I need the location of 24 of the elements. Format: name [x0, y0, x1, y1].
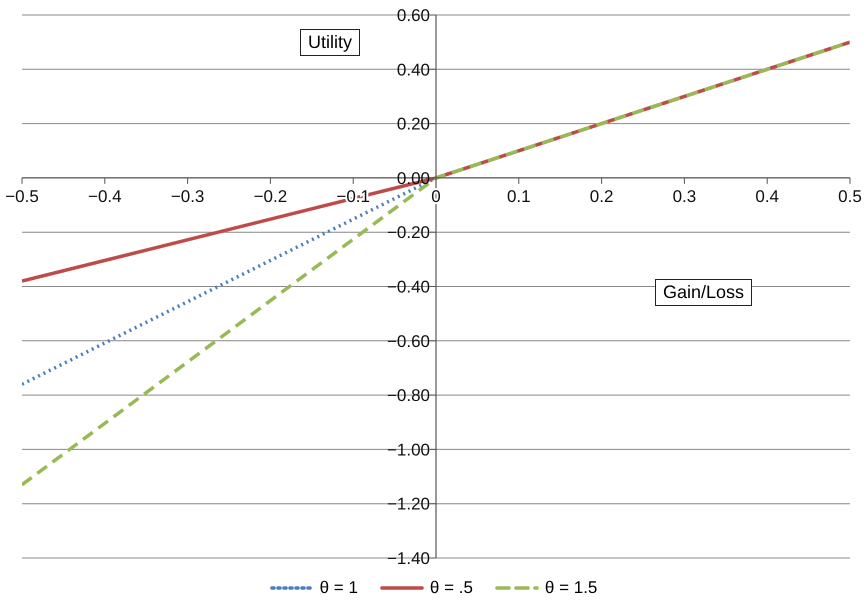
y-tick-label: −1.20 — [386, 494, 430, 514]
y-axis-title: Utility — [300, 29, 360, 56]
x-tick-label: 0.4 — [755, 186, 780, 206]
y-tick-label: −0.40 — [386, 278, 430, 296]
y-tick-label: −1.40 — [386, 549, 430, 568]
y-tick-label: 0.60 — [396, 6, 430, 25]
y-tick-label: 0.20 — [396, 114, 430, 134]
y-tick-label: −0.80 — [386, 386, 430, 406]
x-tick-label: −0.2 — [254, 186, 288, 206]
x-tick-label: −0.3 — [170, 186, 204, 206]
x-tick-label: 0.1 — [506, 186, 531, 206]
y-tick-label: −1.00 — [386, 440, 430, 460]
x-tick-label: 0.3 — [672, 186, 696, 206]
x-tick-label: 0.2 — [590, 186, 614, 206]
x-tick-label: −0.5 — [5, 186, 39, 206]
legend-label: θ = 1 — [320, 578, 358, 598]
x-tick-label: −0.4 — [88, 186, 122, 206]
legend-label: θ = 1.5 — [544, 578, 598, 598]
y-tick-label: 0.40 — [396, 60, 430, 80]
y-tick-label: −0.20 — [386, 223, 430, 242]
legend-label: θ = .5 — [430, 578, 473, 598]
y-tick-label: −0.60 — [386, 332, 430, 351]
x-tick-label: 0.5 — [838, 186, 862, 206]
x-axis-title: Gain/Loss — [655, 279, 752, 306]
